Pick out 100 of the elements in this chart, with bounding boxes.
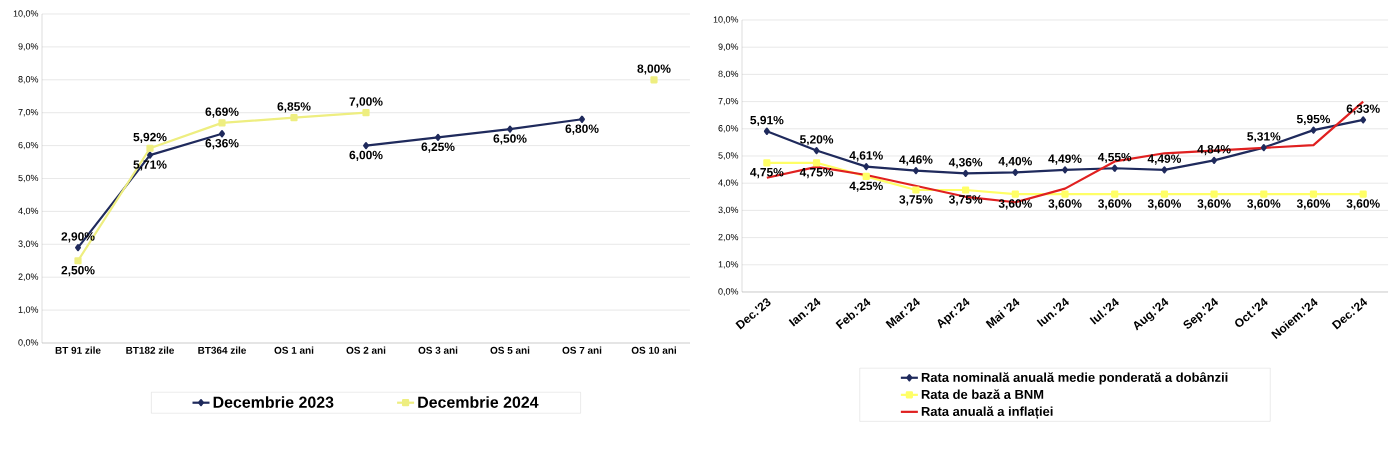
y-tick-label: 8,0%: [18, 76, 39, 84]
point: [862, 172, 870, 180]
x-tick-label: OS 10 ani: [631, 346, 676, 354]
point: [1211, 156, 1218, 164]
data-label: 3,75%: [899, 195, 933, 206]
point: [912, 167, 919, 175]
data-label: 4,49%: [1048, 154, 1082, 165]
y-tick-label: 0,0%: [18, 339, 39, 347]
data-label: 3,60%: [1296, 199, 1331, 210]
y-tick-label: 10,0%: [713, 16, 739, 24]
x-tick-label: OS 1 ani: [274, 346, 314, 354]
x-tick-label: OS 3 ani: [418, 346, 458, 354]
y-tick-label: 5,0%: [718, 152, 739, 160]
point: [1111, 190, 1119, 198]
legend-label: Rata de bază a BNM: [921, 389, 1044, 399]
data-label: 6,25%: [421, 142, 455, 153]
x-tick-label: BT182 zile: [126, 346, 175, 354]
point: [812, 159, 821, 167]
y-tick-label: 5,0%: [18, 174, 39, 183]
y-tick-label: 4,0%: [18, 207, 39, 216]
point: [962, 169, 969, 178]
data-label: 2,50%: [61, 265, 95, 277]
y-tick-label: 3,0%: [718, 206, 739, 215]
point: [1061, 190, 1069, 198]
point: [912, 186, 920, 194]
data-label: 6,50%: [493, 134, 527, 145]
y-tick-label: 8,0%: [718, 70, 739, 79]
x-tick-label: BT364 zile: [198, 346, 247, 354]
data-label: 4,61%: [849, 151, 883, 162]
data-label: 6,69%: [205, 107, 239, 118]
point: [435, 133, 441, 141]
point: [74, 257, 82, 265]
point: [1310, 126, 1317, 134]
data-label: 4,46%: [899, 155, 933, 166]
data-label: 6,36%: [205, 138, 239, 150]
point: [579, 115, 585, 123]
y-tick-label: 6,0%: [18, 141, 39, 150]
y-tick-label: 2,0%: [18, 273, 39, 281]
data-label: 4,49%: [1147, 154, 1182, 165]
point: [219, 130, 225, 138]
legend-label: Rata nominală anuală medie ponderată a dobânzii: [921, 372, 1228, 385]
point: [1360, 116, 1367, 124]
x-tick-label: OS 7 ani: [562, 346, 602, 354]
data-label: 6,00%: [349, 150, 383, 161]
point: [650, 76, 658, 84]
point: [362, 109, 370, 117]
point: [1210, 190, 1218, 198]
point: [146, 144, 154, 152]
y-tick-label: 9,0%: [18, 43, 39, 51]
point: [1260, 143, 1267, 152]
data-label: 4,75%: [750, 168, 784, 179]
point: [1011, 190, 1019, 198]
x-tick-label: Mai '24: [985, 298, 1020, 329]
data-label: 5,20%: [799, 135, 834, 146]
y-tick-label: 4,0%: [718, 179, 739, 187]
point: [763, 159, 771, 167]
data-label: 6,80%: [565, 124, 599, 135]
data-label: 3,75%: [948, 195, 983, 206]
data-label: 3,60%: [1346, 199, 1380, 210]
data-label: 3,60%: [1147, 199, 1182, 210]
x-tick-label: OS 5 ani: [490, 346, 530, 354]
x-tick-label: OS 2 ani: [346, 346, 386, 354]
data-label: 4,75%: [799, 168, 834, 179]
point: [218, 119, 226, 127]
point: [863, 163, 870, 171]
point: [1309, 190, 1318, 198]
data-label: 3,60%: [1098, 199, 1132, 210]
y-tick-label: 0,0%: [718, 288, 739, 296]
data-label: 4,25%: [849, 181, 883, 192]
data-label: 5,95%: [1296, 114, 1331, 125]
data-label: 4,55%: [1097, 152, 1132, 164]
y-tick-label: 1,0%: [718, 261, 739, 269]
data-label: 5,31%: [1247, 132, 1281, 143]
data-label: 4,40%: [998, 156, 1032, 168]
data-label: 8,00%: [637, 64, 671, 75]
y-tick-label: 1,0%: [18, 306, 39, 314]
y-tick-label: 10,0%: [13, 10, 39, 18]
y-tick-label: 6,0%: [718, 125, 739, 133]
point: [363, 142, 369, 150]
data-label: 4,36%: [948, 158, 983, 169]
data-label: 3,60%: [1048, 199, 1082, 210]
point: [507, 125, 513, 133]
y-tick-label: 9,0%: [718, 43, 739, 51]
legend-label: Rata anuală a inflației: [921, 406, 1053, 419]
point: [1359, 190, 1367, 198]
legend-label: Decembrie 2023: [213, 396, 334, 408]
y-tick-label: 3,0%: [18, 240, 39, 248]
data-label: 5,92%: [133, 132, 167, 144]
point: [813, 146, 820, 155]
point: [147, 151, 153, 159]
y-tick-label: 2,0%: [718, 233, 739, 242]
point: [1012, 168, 1019, 176]
x-tick-label: BT 91 zile: [55, 346, 101, 354]
point: [1161, 166, 1168, 174]
legend-label: Decembrie 2024: [418, 396, 539, 408]
data-label: 3,60%: [1247, 199, 1281, 210]
data-label: 5,91%: [750, 115, 784, 127]
point: [290, 114, 298, 122]
point: [1111, 164, 1118, 172]
point: [962, 186, 970, 194]
